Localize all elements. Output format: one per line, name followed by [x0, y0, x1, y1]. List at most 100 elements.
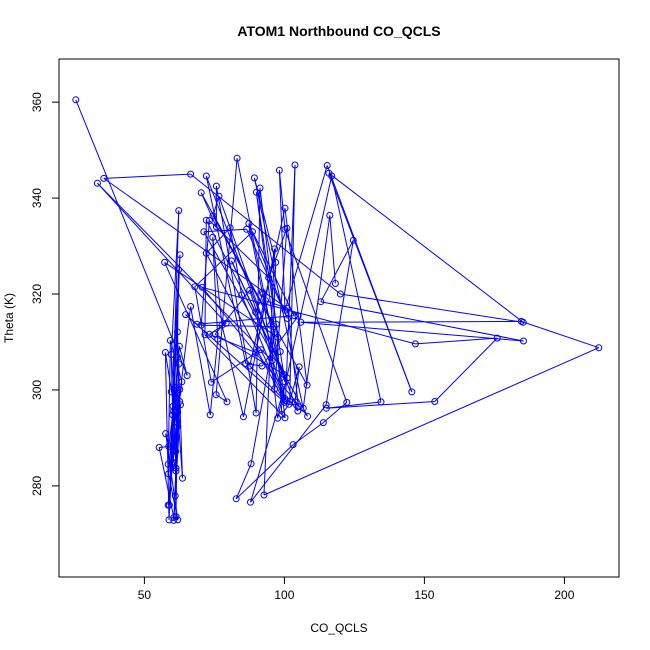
- data-point: [281, 204, 289, 212]
- series-segment: [204, 220, 207, 335]
- series-segment: [250, 377, 288, 503]
- data-point: [294, 312, 302, 320]
- series-segment: [212, 237, 223, 326]
- data-point: [166, 337, 174, 344]
- series-segment: [255, 192, 286, 418]
- data-point: [226, 224, 234, 232]
- series-segment: [331, 175, 382, 403]
- data-point: [304, 412, 312, 420]
- data-point: [175, 360, 183, 368]
- data-point: [212, 223, 220, 231]
- data-point: [290, 312, 298, 320]
- data-point: [595, 344, 603, 352]
- data-point: [170, 516, 178, 524]
- data-point: [175, 266, 183, 274]
- data-point: [271, 385, 279, 393]
- series-segment: [274, 228, 288, 390]
- data-point: [377, 398, 385, 406]
- data-point: [176, 251, 184, 259]
- series-segment: [300, 320, 522, 323]
- x-tick-label: 50: [138, 588, 152, 602]
- data-point: [249, 228, 256, 236]
- data-point: [246, 362, 254, 370]
- data-point: [238, 291, 246, 299]
- data-point: [173, 423, 181, 431]
- series-segment: [253, 177, 277, 263]
- data-point: [198, 283, 206, 291]
- data-point: [262, 297, 270, 305]
- data-point: [411, 340, 419, 348]
- series-segment: [177, 411, 183, 479]
- x-tick-label: 150: [414, 588, 434, 602]
- data-point: [174, 389, 182, 397]
- series-segment: [203, 228, 247, 233]
- series-segment: [205, 227, 231, 254]
- data-point: [323, 162, 331, 169]
- series-segment: [250, 404, 327, 503]
- x-tick-label: 100: [274, 588, 294, 602]
- data-point: [161, 258, 169, 266]
- data-point: [202, 216, 210, 224]
- data-point: [303, 381, 311, 389]
- data-point: [187, 303, 195, 310]
- data-point: [93, 179, 101, 187]
- data-point: [291, 398, 299, 406]
- data-point: [162, 430, 170, 438]
- series-segment: [322, 402, 348, 423]
- series-segment: [320, 240, 354, 302]
- series-segment: [340, 293, 524, 323]
- series-segment: [278, 170, 286, 230]
- series-segment: [200, 192, 217, 228]
- data-point: [281, 378, 289, 386]
- data-point: [275, 166, 283, 174]
- series-segment: [249, 365, 286, 401]
- series-segment: [203, 231, 309, 417]
- data-point: [183, 372, 191, 380]
- series-segment: [177, 306, 192, 413]
- data-point: [177, 401, 184, 409]
- data-point: [173, 328, 181, 336]
- data-point: [175, 207, 183, 215]
- data-point: [205, 330, 213, 338]
- data-point: [252, 409, 260, 417]
- series-segment: [434, 337, 498, 402]
- data-point: [171, 492, 179, 500]
- data-point: [252, 188, 260, 196]
- data-point: [331, 280, 339, 287]
- data-point: [178, 378, 186, 386]
- y-axis: 280 300 320 340 360: [30, 92, 60, 496]
- data-point: [265, 274, 273, 282]
- data-point: [222, 319, 230, 327]
- series-segment: [521, 320, 599, 349]
- series-segment: [218, 196, 286, 382]
- series-segment: [328, 172, 524, 323]
- data-point: [343, 398, 351, 406]
- data-point: [294, 403, 302, 411]
- series-segment: [284, 208, 308, 386]
- data-point: [493, 334, 501, 342]
- data-point: [197, 189, 205, 197]
- data-point: [431, 398, 439, 405]
- data-point: [218, 321, 226, 329]
- data-point: [322, 401, 330, 409]
- data-point: [209, 233, 217, 241]
- series-segment: [288, 366, 300, 405]
- series-layer: [72, 96, 603, 524]
- data-point: [232, 495, 240, 503]
- x-tick-label: 200: [554, 588, 574, 602]
- series-segment: [231, 260, 257, 313]
- data-point: [283, 224, 291, 232]
- series-segment: [172, 393, 179, 407]
- series-segment: [205, 219, 288, 379]
- data-point: [252, 349, 260, 356]
- data-point: [517, 317, 525, 325]
- data-point: [520, 337, 527, 345]
- data-point: [326, 211, 334, 219]
- series-segment: [253, 177, 304, 409]
- series-segment: [205, 253, 286, 403]
- data-point: [349, 236, 357, 244]
- data-point: [72, 96, 80, 104]
- series-segment: [285, 164, 296, 401]
- data-point: [174, 353, 182, 361]
